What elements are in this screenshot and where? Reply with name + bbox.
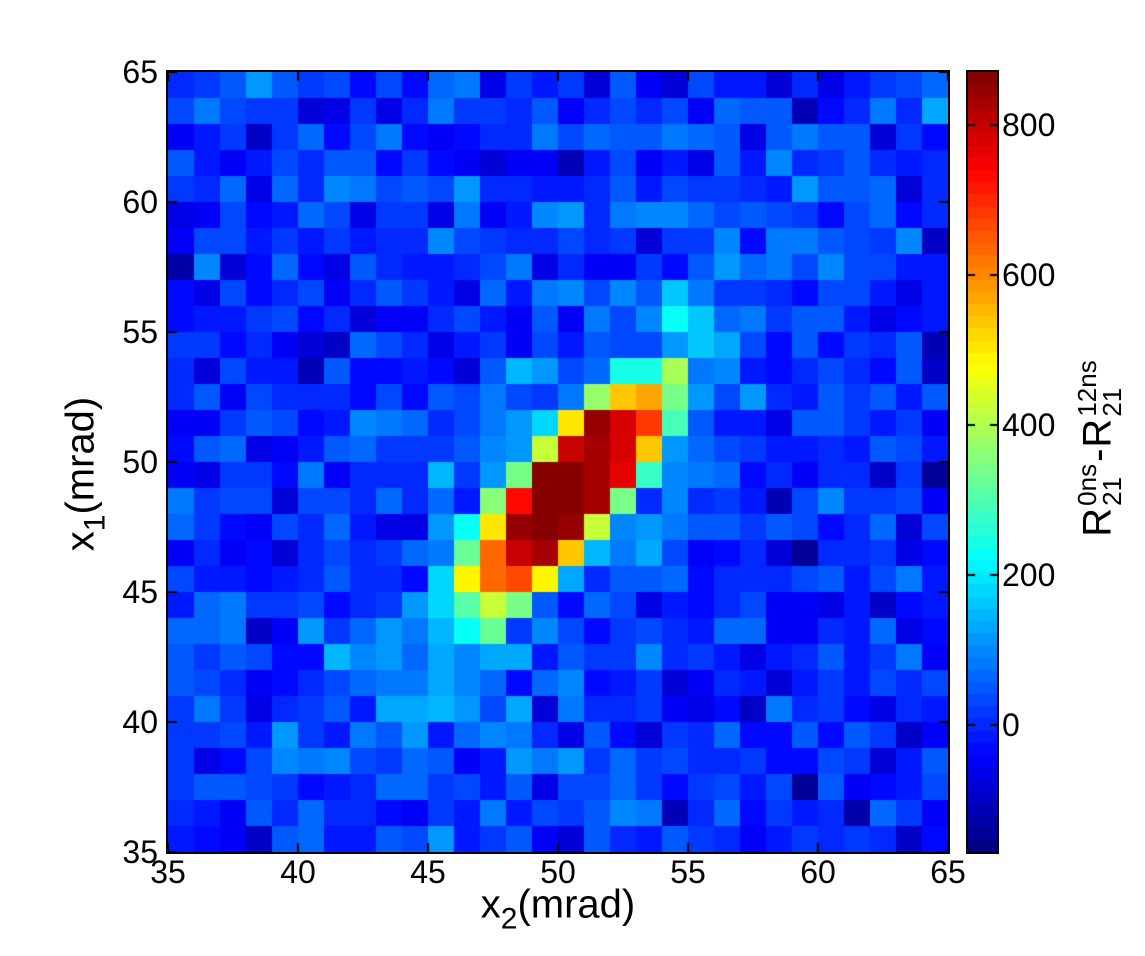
y-axis-title-base: x (58, 531, 103, 552)
x-axis-title-unit: (mrad) (517, 882, 636, 927)
colorbar-title-r1: R (1075, 507, 1120, 537)
colorbar-tick-label: 0 (1002, 707, 1020, 744)
y-tick-label: 40 (122, 704, 158, 740)
colorbar-tick-label: 600 (1002, 257, 1056, 294)
colorbar-tick-label: 800 (1002, 107, 1056, 144)
colorbar (966, 70, 999, 854)
colorbar-title-minus: - (1075, 448, 1120, 462)
y-axis-title-unit: (mrad) (58, 396, 103, 515)
y-tick-label: 45 (122, 574, 158, 610)
colorbar-tick-label: 200 (1002, 557, 1056, 594)
x-tick-label: 40 (280, 854, 316, 890)
colorbar-title-r2-sub: 21 (1097, 387, 1127, 417)
y-tick-label: 60 (122, 184, 158, 220)
y-tick-label: 55 (122, 314, 158, 350)
colorbar-title-r1-scripts: 0ns 21 (1072, 464, 1127, 506)
y-tick-label: 50 (122, 444, 158, 480)
x-tick-label: 45 (410, 854, 446, 890)
x-tick-label: 35 (150, 854, 186, 890)
y-axis-title-subscript: 1 (78, 514, 112, 532)
x-axis-title-subscript: 2 (500, 902, 518, 936)
x-tick-label: 50 (540, 854, 576, 890)
colorbar-title-r1-sub: 21 (1097, 476, 1127, 506)
colorbar-title-r2-scripts: 12ns 21 (1072, 360, 1127, 417)
colorbar-title: R 0ns 21 -R 12ns 21 (1072, 359, 1127, 537)
x-axis-title-base: x (480, 882, 501, 927)
colorbar-gradient (968, 72, 997, 852)
y-tick-label: 35 (122, 834, 158, 870)
y-tick-label: 65 (122, 54, 158, 90)
x-tick-label: 55 (670, 854, 706, 890)
x-tick-label: 60 (800, 854, 836, 890)
colorbar-title-r2: R (1075, 418, 1120, 448)
y-axis-title: x1(mrad) (59, 397, 118, 551)
plot-area (166, 70, 950, 854)
heatmap-canvas (168, 72, 948, 852)
x-axis-title: x2(mrad) (481, 883, 635, 942)
x-tick-label: 65 (930, 854, 966, 890)
colorbar-tick-label: 400 (1002, 407, 1056, 444)
